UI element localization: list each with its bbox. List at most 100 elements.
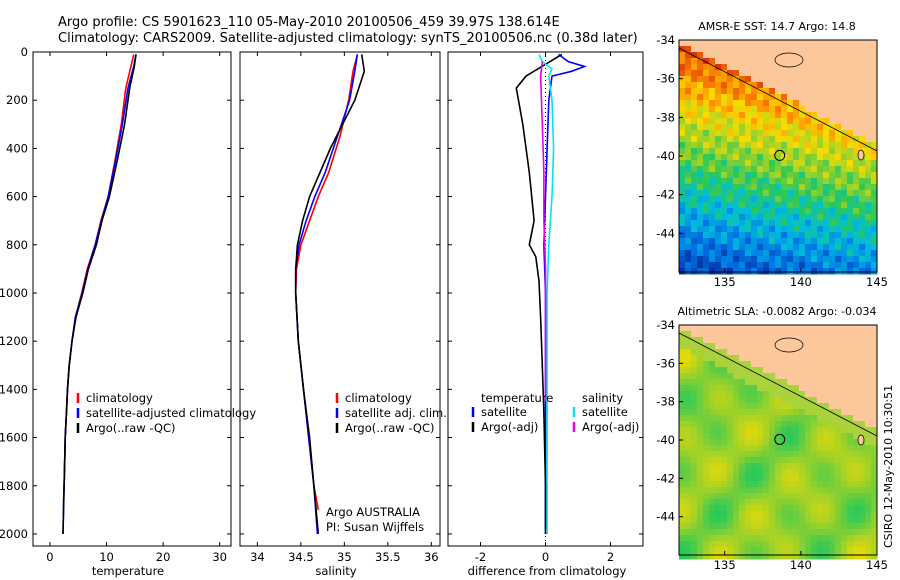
map-cell [871, 202, 878, 209]
map-cell [727, 40, 734, 47]
map-cell [865, 433, 872, 440]
map-cell [763, 64, 770, 71]
map-cell [865, 118, 872, 125]
map-cell [829, 268, 836, 275]
y-tick-label: -34 [656, 33, 675, 47]
map-cell [745, 202, 752, 209]
map-cell [733, 391, 740, 398]
map-cell [709, 142, 716, 149]
map-cell [859, 142, 866, 149]
map-cell [871, 367, 878, 374]
map-cell [817, 124, 824, 131]
series-line [62, 54, 137, 535]
map-cell [727, 445, 734, 452]
map-cell [853, 148, 860, 155]
map-cell [793, 76, 800, 83]
map-cell [769, 511, 776, 518]
map-cell [679, 172, 686, 179]
map-cell [763, 142, 770, 149]
map-cell [835, 202, 842, 209]
map-cell [787, 547, 794, 554]
map-cell [709, 325, 716, 332]
map-cell [781, 40, 788, 47]
map-cell [781, 325, 788, 332]
map-cell [811, 232, 818, 239]
map-cell [757, 343, 764, 350]
map-cell [763, 94, 770, 101]
map-cell [745, 166, 752, 173]
map-cell [859, 214, 866, 221]
map-cell [679, 445, 686, 452]
map-cell [727, 529, 734, 536]
island [774, 52, 804, 68]
map-cell [799, 421, 806, 428]
map-cell [859, 166, 866, 173]
map-cell [781, 148, 788, 155]
map-cell [757, 232, 764, 239]
map-cell [703, 208, 710, 215]
map-cell [781, 82, 788, 89]
map-cell [745, 385, 752, 392]
map-cell [727, 268, 734, 275]
map-cell [793, 487, 800, 494]
map-cell [835, 469, 842, 476]
map-cell [769, 166, 776, 173]
map-cell [799, 337, 806, 344]
map-cell [745, 463, 752, 470]
map-cell [715, 148, 722, 155]
map-cell [817, 268, 824, 275]
map-cell [751, 343, 758, 350]
map-cell [847, 88, 854, 95]
map-cell [829, 397, 836, 404]
map-cell [841, 421, 848, 428]
map-cell [715, 487, 722, 494]
map-cell [775, 541, 782, 548]
map-cell [763, 196, 770, 203]
map-cell [739, 505, 746, 512]
map-cell [757, 268, 764, 275]
y-tick-label: 600 [6, 190, 28, 204]
map-cell [871, 439, 878, 446]
map-cell [757, 487, 764, 494]
legend-label: satellite adj. clim. [345, 406, 447, 420]
map-cell [763, 433, 770, 440]
map-cell [679, 244, 686, 251]
map-cell [739, 154, 746, 161]
map-cell [739, 214, 746, 221]
map-cell [787, 469, 794, 476]
map-cell [757, 130, 764, 137]
map-cell [799, 106, 806, 113]
map-cell [793, 481, 800, 488]
map-cell [739, 250, 746, 257]
map-cell [697, 238, 704, 245]
map-cell [823, 136, 830, 143]
map-cell [697, 421, 704, 428]
map-cell [871, 118, 878, 125]
map-cell [853, 136, 860, 143]
map-cell [823, 331, 830, 338]
map-cell [823, 517, 830, 524]
map-cell [715, 337, 722, 344]
map-cell [799, 40, 806, 47]
map-cell [811, 88, 818, 95]
map-cell [685, 517, 692, 524]
map-cell [817, 250, 824, 257]
map-cell [805, 373, 812, 380]
map-cell [817, 451, 824, 458]
map-cell [847, 385, 854, 392]
map-cell [847, 244, 854, 251]
map-cell [823, 52, 830, 59]
map-cell [721, 256, 728, 263]
map-cell [841, 160, 848, 167]
map-cell [769, 505, 776, 512]
map-cell [835, 124, 842, 131]
map-cell [847, 70, 854, 77]
map-cell [691, 343, 698, 350]
map-cell [859, 547, 866, 554]
map-cell [799, 112, 806, 119]
map-cell [769, 214, 776, 221]
map-cell [823, 481, 830, 488]
map-cell [799, 220, 806, 227]
map-cell [823, 463, 830, 470]
map-cell [757, 427, 764, 434]
